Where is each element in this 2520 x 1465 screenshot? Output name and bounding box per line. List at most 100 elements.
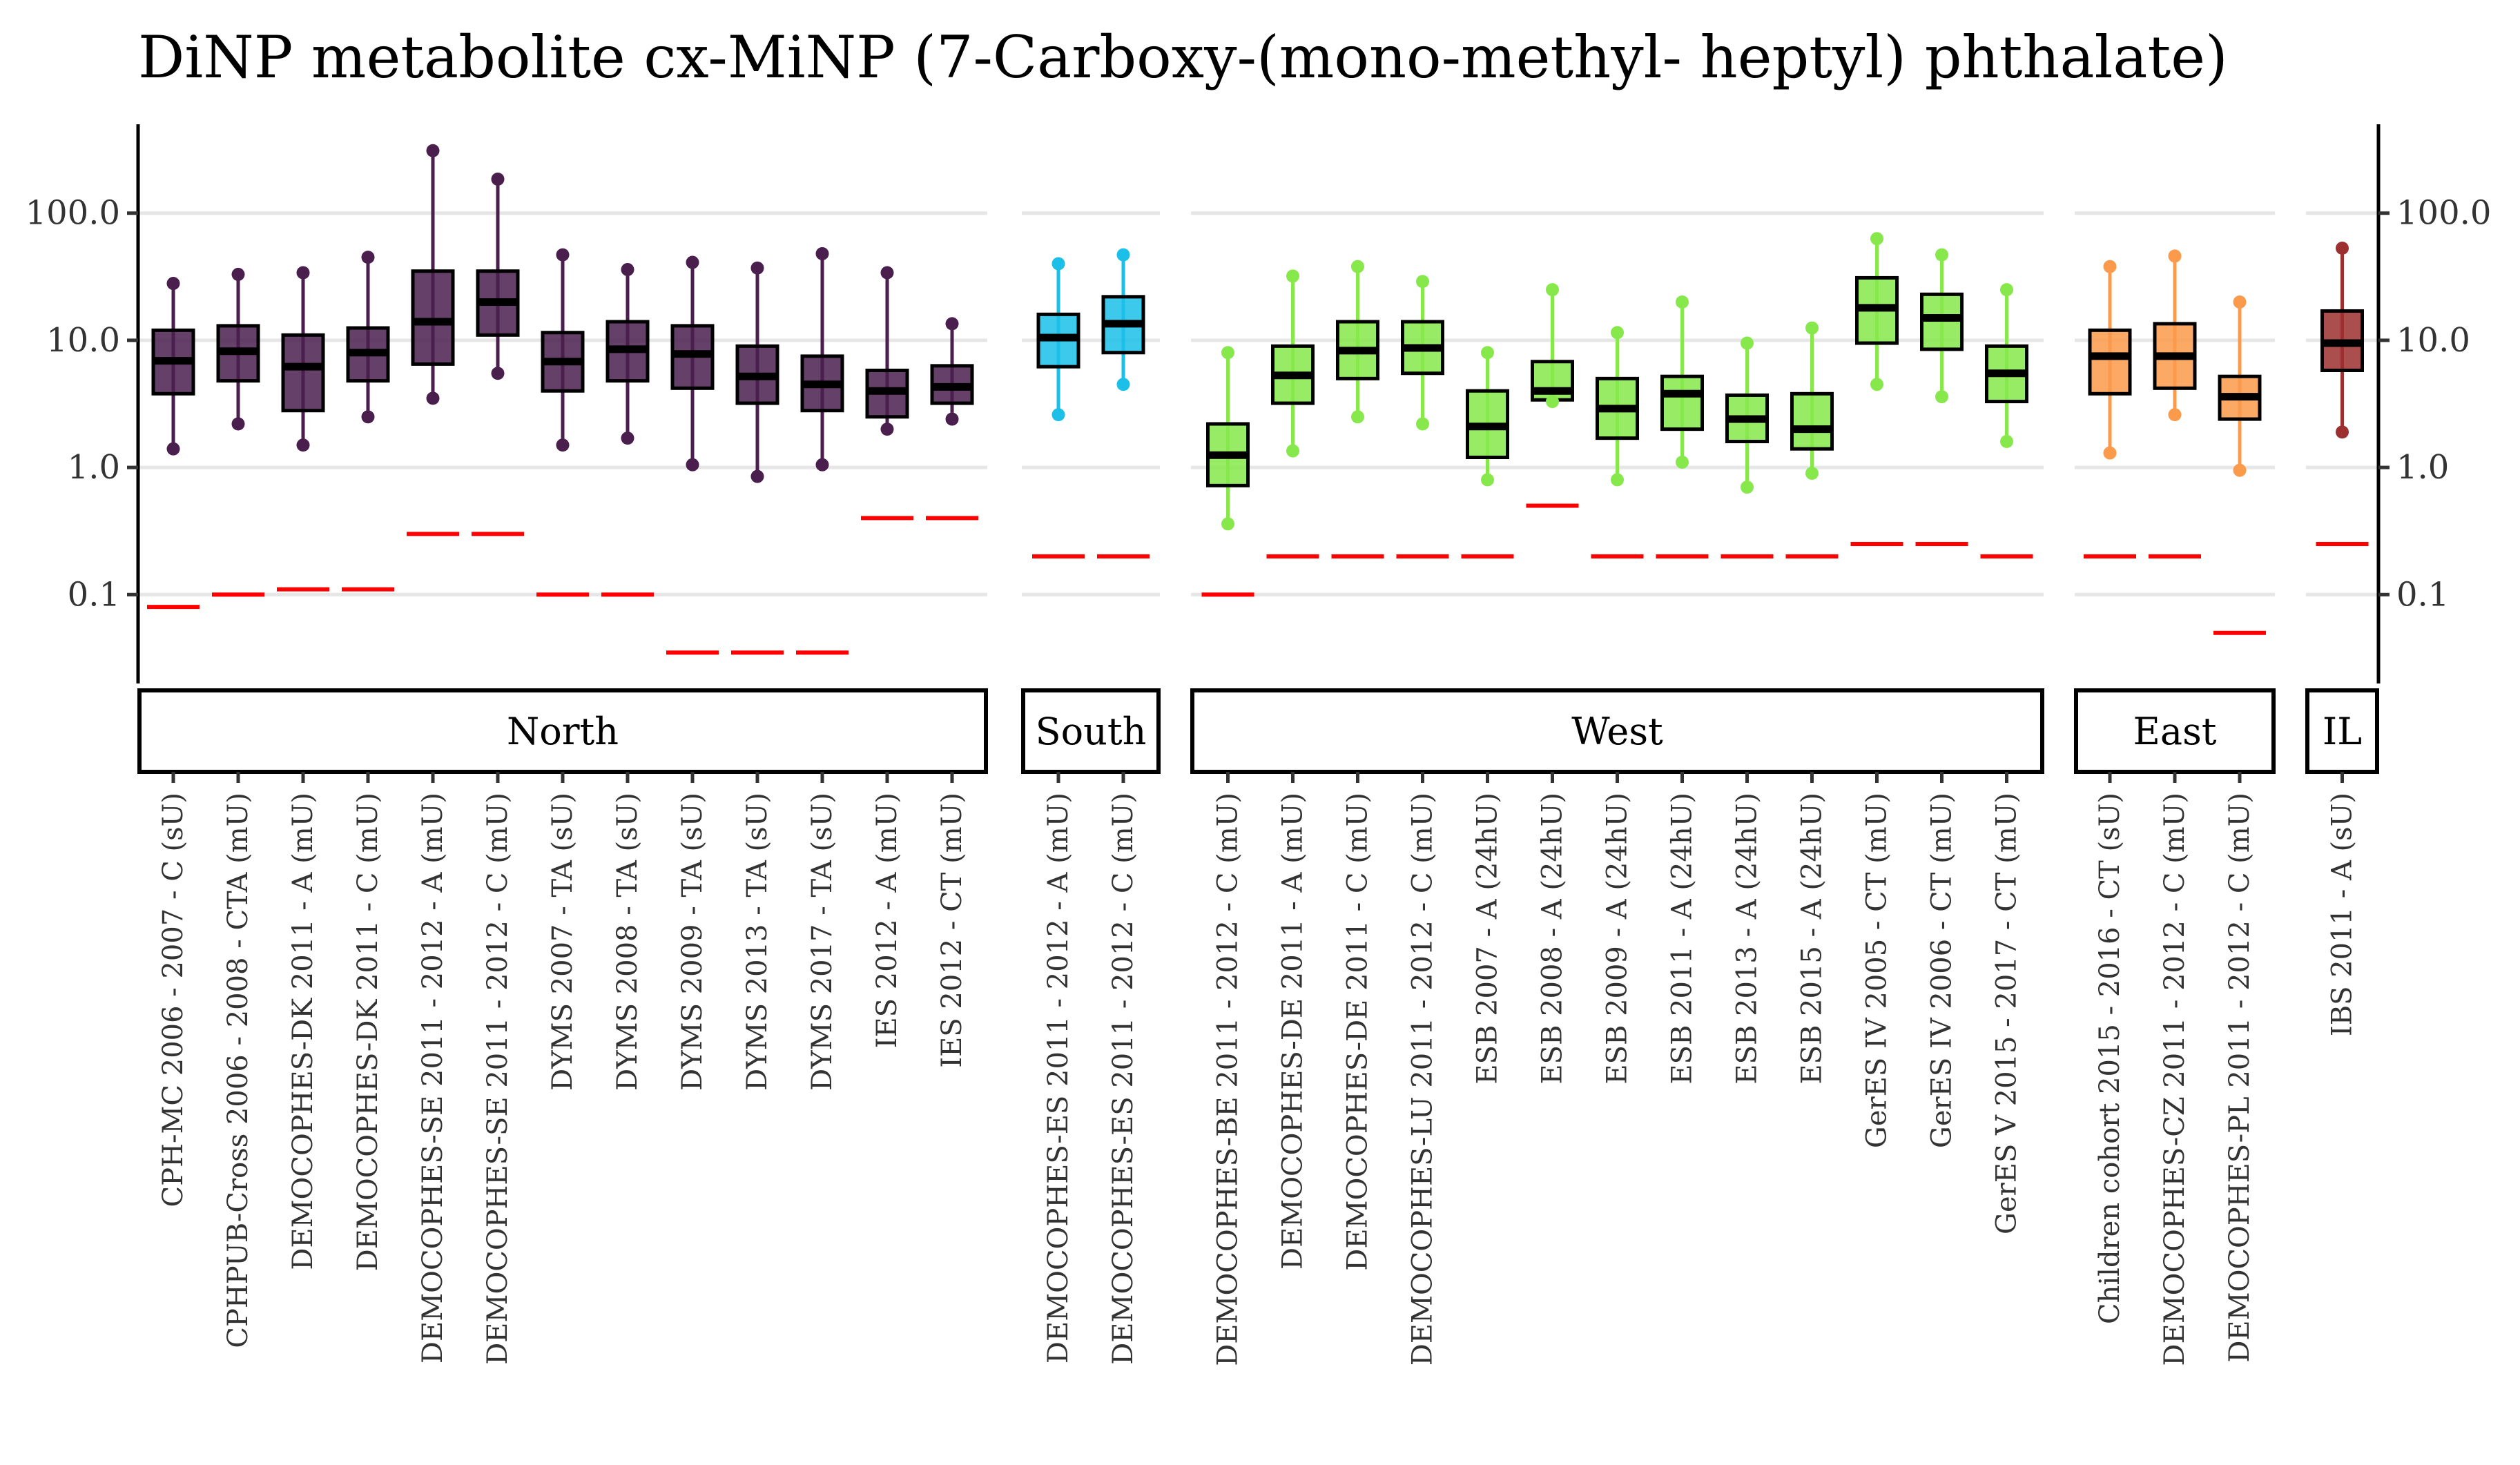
max-point-east-0 (2103, 260, 2117, 273)
x-tick-label-north-5: DEMOCOPHES-SE 2011 - 2012 - C (mU) (482, 793, 514, 1365)
x-tick-label-south-1: DEMOCOPHES-ES 2011 - 2012 - C (mU) (1107, 793, 1139, 1365)
min-point-west-10 (1870, 378, 1883, 391)
x-tick-label-north-2: DEMOCOPHES-DK 2011 - A (mU) (287, 793, 319, 1270)
x-tick-label-north-7: DYMS 2008 - TA (sU) (612, 793, 643, 1091)
max-point-north-5 (491, 173, 505, 186)
y-tick-label-left-1: 1.0 (68, 448, 120, 487)
strip-label-il: IL (2323, 710, 2362, 753)
min-point-west-8 (1741, 481, 1754, 494)
x-tick-label-south-0: DEMOCOPHES-ES 2011 - 2012 - A (mU) (1043, 793, 1074, 1364)
y-tick-label-right-2: 10.0 (2396, 321, 2470, 360)
min-point-north-1 (231, 417, 245, 431)
x-tick-label-north-6: DYMS 2007 - TA (sU) (547, 793, 579, 1091)
min-point-north-8 (686, 458, 699, 472)
x-tick-label-il-0: IBS 2011 - A (sU) (2327, 793, 2358, 1036)
max-point-north-8 (686, 255, 699, 269)
max-point-north-3 (361, 251, 375, 264)
strip-west (1190, 688, 2044, 774)
box-north-2 (281, 333, 325, 413)
max-point-north-7 (621, 262, 634, 276)
x-tick-label-west-2: DEMOCOPHES-DE 2011 - C (mU) (1342, 793, 1374, 1271)
y-tick-label-right-1: 1.0 (2396, 448, 2449, 487)
x-tick-label-west-12: GerES V 2015 - 2017 - CT (mU) (1991, 793, 2023, 1234)
x-tick-label-north-12: IES 2012 - CT (mU) (936, 793, 968, 1068)
y-tick-label-right-3: 100.0 (2396, 194, 2491, 233)
box-west-9 (1790, 391, 1834, 451)
max-point-north-12 (945, 317, 959, 331)
x-tick-label-west-6: ESB 2009 - A (24hU) (1602, 793, 1634, 1085)
max-point-west-8 (1741, 336, 1754, 350)
x-tick-label-north-11: IES 2012 - A (mU) (871, 793, 903, 1048)
max-point-west-11 (1935, 248, 1948, 262)
max-point-north-10 (815, 246, 829, 260)
min-point-east-1 (2168, 408, 2182, 422)
max-point-west-5 (1546, 283, 1559, 297)
max-point-south-1 (1116, 248, 1130, 262)
min-point-west-11 (1935, 390, 1948, 404)
x-tick-label-west-10: GerES IV 2005 - CT (mU) (1861, 793, 1893, 1148)
box-north-4 (411, 269, 455, 366)
x-tick-labels: CPH-MC 2006 - 2007 - C (sU) CPHPUB-Cross … (157, 772, 2358, 1366)
min-point-north-12 (945, 412, 959, 426)
max-point-north-1 (231, 267, 245, 281)
x-tick-label-east-0: Children cohort 2015 - 2016 - CT (sU) (2094, 793, 2126, 1324)
max-point-west-0 (1221, 346, 1234, 360)
grid-lines (138, 211, 2378, 596)
y-tick-label-left-0: 0.1 (68, 575, 120, 614)
min-point-il-0 (2336, 425, 2349, 439)
min-point-north-2 (296, 438, 310, 452)
x-tick-label-west-5: ESB 2008 - A (24hU) (1537, 793, 1569, 1085)
x-tick-label-west-11: GerES IV 2006 - CT (mU) (1926, 793, 1958, 1148)
x-tick-label-west-4: ESB 2007 - A (24hU) (1472, 793, 1504, 1085)
min-point-north-6 (556, 438, 570, 452)
min-point-north-10 (815, 458, 829, 472)
min-point-west-12 (2000, 434, 2013, 448)
min-point-east-2 (2233, 463, 2247, 477)
max-point-east-2 (2233, 295, 2247, 309)
box-east-0 (2088, 328, 2132, 396)
x-tick-label-north-1: CPHPUB-Cross 2006 - 2008 - CTA (mU) (222, 793, 254, 1348)
min-point-west-9 (1805, 467, 1819, 481)
chart-title: DiNP metabolite cx-MiNP (7-Carboxy-(mono… (138, 23, 2228, 91)
axes: 0.1 0.1 1.0 1.0 10.0 10.0 100.0 100.0 (26, 124, 2491, 683)
min-point-north-3 (361, 410, 375, 424)
box-west-7 (1660, 374, 1704, 431)
strip-label-south: South (1036, 710, 1147, 753)
x-tick-label-west-0: DEMOCOPHES-BE 2011 - 2012 - C (mU) (1212, 793, 1244, 1366)
max-point-north-2 (296, 266, 310, 280)
max-point-west-6 (1611, 326, 1624, 340)
box-west-11 (1920, 292, 1964, 351)
min-point-south-1 (1116, 378, 1130, 391)
max-point-west-1 (1286, 269, 1299, 283)
x-tick-label-west-8: ESB 2013 - A (24hU) (1732, 793, 1763, 1085)
min-point-west-7 (1676, 455, 1689, 469)
min-point-north-9 (750, 469, 764, 483)
x-tick-label-north-8: DYMS 2009 - TA (sU) (677, 793, 708, 1091)
strip-label-east: East (2133, 710, 2216, 753)
min-point-west-0 (1221, 517, 1234, 531)
min-point-east-0 (2103, 446, 2117, 460)
min-point-west-3 (1416, 417, 1429, 431)
x-tick-label-west-1: DEMOCOPHES-DE 2011 - A (mU) (1277, 793, 1309, 1270)
x-tick-label-north-3: DEMOCOPHES-DK 2011 - C (mU) (352, 793, 384, 1271)
max-point-east-1 (2168, 249, 2182, 263)
max-point-west-4 (1481, 346, 1494, 360)
min-point-west-2 (1351, 410, 1364, 424)
strip-label-west: West (1571, 710, 1663, 753)
min-point-north-4 (426, 391, 440, 405)
max-point-il-0 (2336, 242, 2349, 255)
max-point-south-0 (1051, 257, 1065, 271)
min-point-north-5 (491, 367, 505, 380)
min-point-west-4 (1481, 473, 1494, 487)
x-tick-label-east-1: DEMOCOPHES-CZ 2011 - 2012 - C (mU) (2159, 793, 2191, 1366)
x-tick-label-north-9: DYMS 2013 - TA (sU) (742, 793, 773, 1091)
max-point-west-12 (2000, 283, 2013, 297)
boxes (151, 144, 2364, 531)
max-point-north-9 (750, 261, 764, 275)
max-point-north-0 (166, 277, 180, 291)
x-tick-label-north-0: CPH-MC 2006 - 2007 - C (sU) (157, 793, 189, 1207)
x-tick-label-east-2: DEMOCOPHES-PL 2011 - 2012 - C (mU) (2224, 793, 2256, 1363)
strip-label-north: North (507, 710, 619, 753)
detection-limit-marks (147, 503, 2369, 655)
